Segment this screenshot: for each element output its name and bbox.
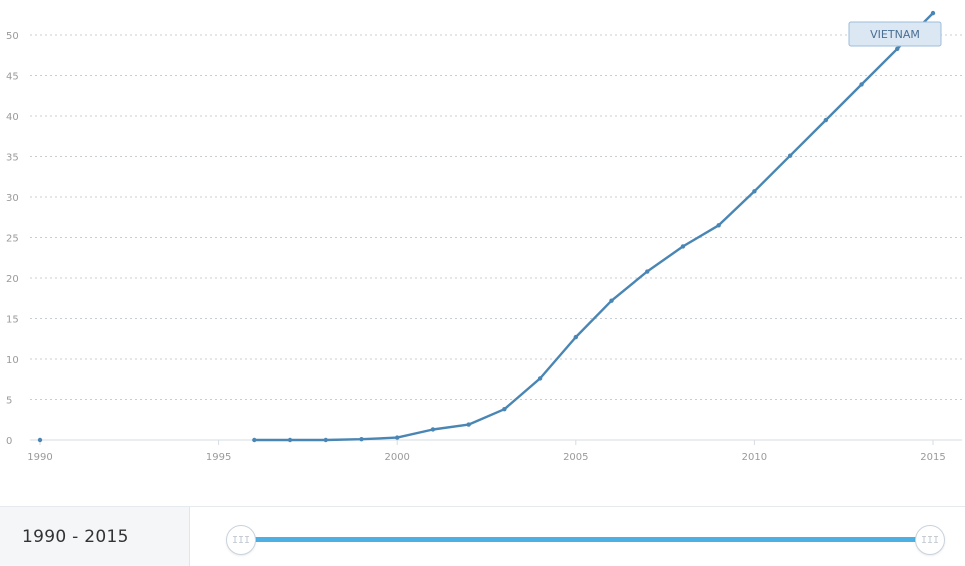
x-tick-label: 2000 (384, 452, 409, 463)
data-point[interactable] (716, 223, 721, 228)
series-tag (848, 21, 942, 47)
slider-handle-start[interactable]: III (226, 525, 256, 555)
data-point[interactable] (609, 298, 614, 303)
y-tick-label: 15 (6, 315, 19, 326)
series-line (254, 12, 934, 442)
data-point[interactable] (573, 334, 578, 340)
data-point[interactable] (252, 437, 257, 443)
y-tick-label: 10 (6, 355, 19, 366)
series-layer (37, 10, 936, 443)
year-range-slider[interactable]: III III (190, 507, 965, 566)
series-tags: VIETNAM (848, 21, 942, 47)
y-tick-label: 0 (6, 436, 12, 447)
data-point[interactable] (859, 82, 864, 87)
data-point[interactable] (787, 153, 793, 158)
data-point[interactable] (645, 269, 650, 274)
y-tick-label: 25 (6, 234, 19, 245)
data-point[interactable] (930, 10, 936, 16)
data-point[interactable] (466, 422, 471, 427)
y-tick-label: 45 (6, 72, 19, 83)
data-point[interactable] (359, 436, 364, 442)
x-tick-label: 2010 (742, 452, 767, 463)
y-tick-label: 40 (6, 112, 19, 123)
slider-track[interactable] (240, 537, 931, 542)
grid-lines (30, 34, 962, 441)
data-point[interactable] (680, 244, 686, 249)
x-tick-label: 1990 (27, 452, 52, 463)
data-point[interactable] (537, 376, 543, 381)
data-point[interactable] (752, 189, 757, 194)
data-point[interactable] (395, 435, 400, 440)
data-point[interactable] (430, 427, 436, 432)
data-point[interactable] (502, 407, 507, 412)
range-selector: 1990 - 2015 III III (0, 506, 965, 566)
data-point[interactable] (287, 437, 293, 443)
y-tick-label: 30 (6, 193, 19, 204)
y-tick-label: 35 (6, 153, 19, 164)
slider-handle-end[interactable]: III (915, 525, 945, 555)
y-tick-label: 20 (6, 274, 19, 285)
data-point[interactable] (895, 46, 900, 51)
x-tick-label: 2005 (563, 452, 588, 463)
y-tick-label: 50 (6, 31, 19, 42)
x-axis-ticks: 1990 1995 2000 2005 2010 2015 (27, 440, 946, 463)
x-tick-label: 1995 (206, 452, 231, 463)
data-point[interactable] (823, 117, 829, 123)
y-axis-ticks: 0 5 10 15 20 25 30 35 40 45 50 (6, 31, 19, 447)
series-tag-label: VIETNAM (870, 28, 920, 41)
data-point[interactable] (323, 437, 328, 443)
range-label: 1990 - 2015 (0, 507, 190, 566)
data-point[interactable] (37, 437, 43, 443)
line-chart: 0 5 10 15 20 25 30 35 40 45 50 1990 1995 2000 2005 201… (6, 10, 962, 463)
y-tick-label: 5 (6, 396, 12, 407)
x-tick-label: 2015 (920, 452, 945, 463)
